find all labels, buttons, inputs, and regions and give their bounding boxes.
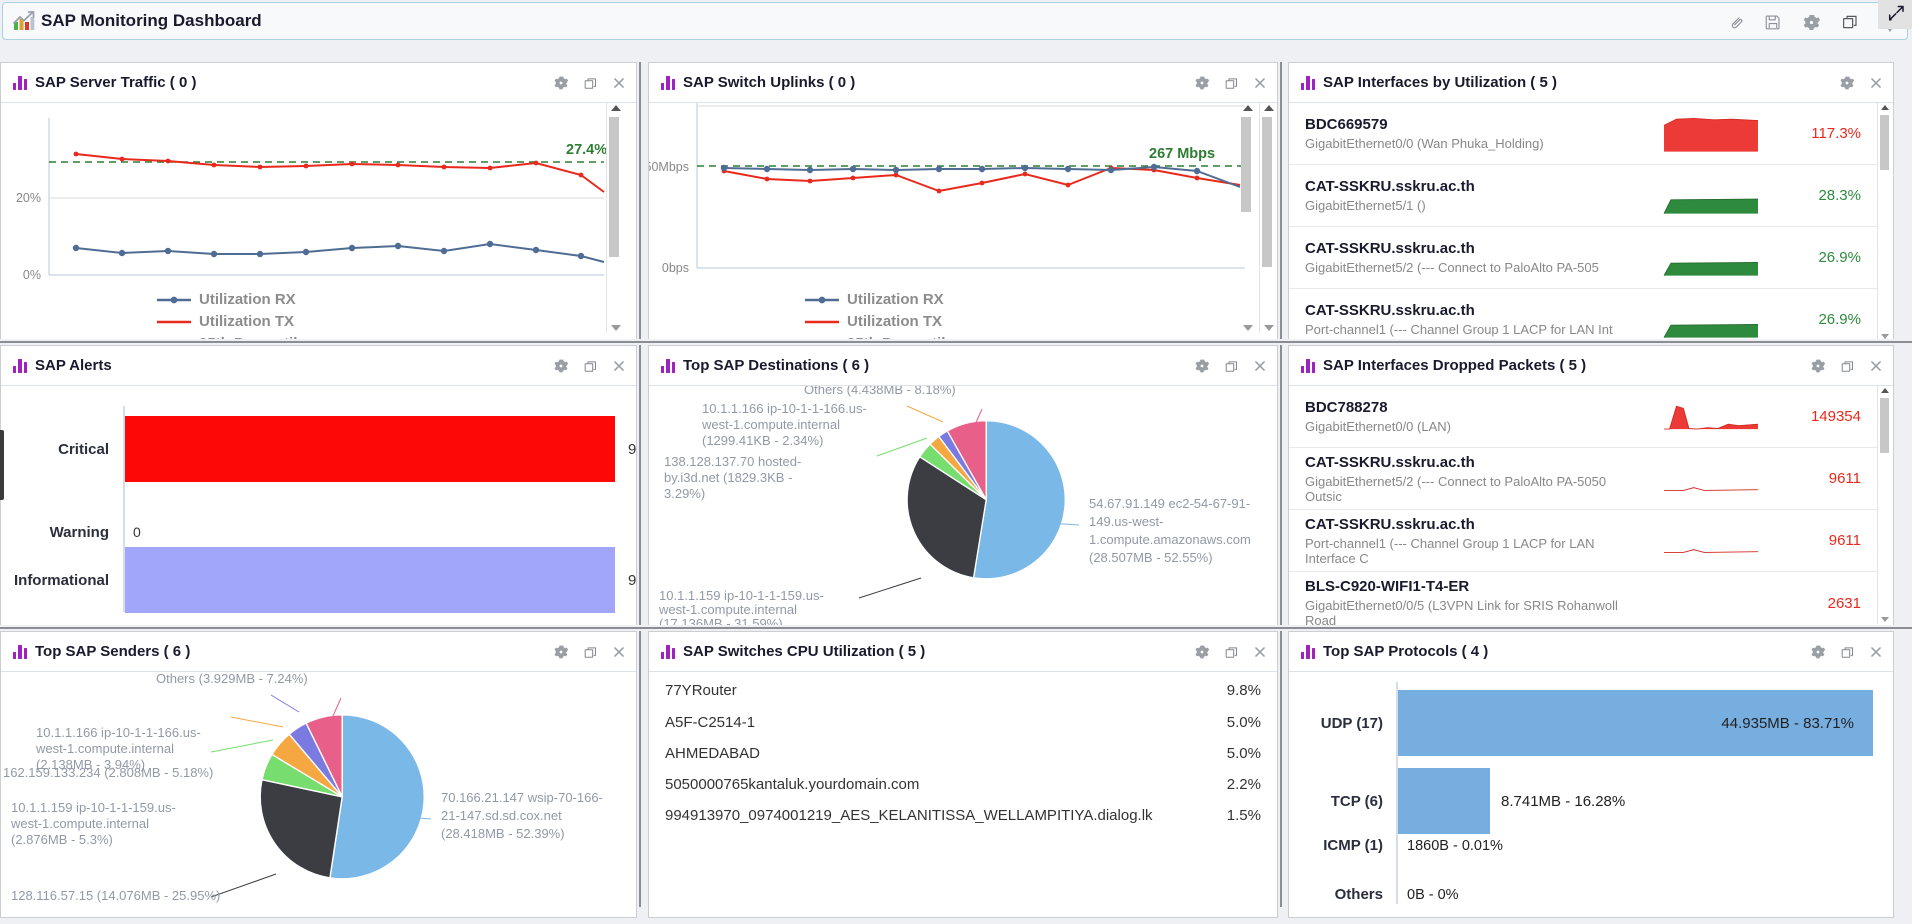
- svg-text:0%: 0%: [23, 268, 41, 282]
- svg-text:Informational: Informational: [14, 572, 109, 589]
- svg-text:20%: 20%: [16, 191, 41, 205]
- svg-text:10.1.1.166 ip-10-1-1-166.us-: 10.1.1.166 ip-10-1-1-166.us-: [702, 401, 867, 416]
- svg-text:0B - 0%: 0B - 0%: [1407, 887, 1459, 903]
- svg-text:Others (4.438MB - 8.18%): Others (4.438MB - 8.18%): [804, 386, 956, 397]
- svg-text:138.128.137.70 hosted-: 138.128.137.70 hosted-: [664, 454, 801, 469]
- svg-text:(28.418MB - 52.39%): (28.418MB - 52.39%): [441, 826, 565, 841]
- svg-text:267 Mbps: 267 Mbps: [1149, 146, 1215, 162]
- svg-text:(1299.41KB - 2.34%): (1299.41KB - 2.34%): [702, 433, 823, 448]
- svg-text:0: 0: [133, 524, 141, 540]
- svg-text:0bps: 0bps: [662, 261, 689, 275]
- svg-text:1.compute.amazonaws.com: 1.compute.amazonaws.com: [1089, 532, 1251, 547]
- svg-text:Others (3.929MB - 7.24%): Others (3.929MB - 7.24%): [156, 672, 308, 686]
- svg-text:3.29%): 3.29%): [664, 486, 705, 501]
- svg-text:8.741MB - 16.28%: 8.741MB - 16.28%: [1501, 793, 1625, 810]
- svg-text:9: 9: [628, 572, 636, 589]
- svg-text:44.935MB - 83.71%: 44.935MB - 83.71%: [1721, 715, 1854, 732]
- svg-text:west-1.compute.internal: west-1.compute.internal: [701, 417, 840, 432]
- svg-text:TCP (6): TCP (6): [1331, 793, 1383, 810]
- svg-text:250Mbps: 250Mbps: [649, 160, 689, 174]
- svg-text:west-1.compute.internal: west-1.compute.internal: [35, 741, 174, 756]
- svg-text:10.1.1.159 ip-10-1-1-159.us-: 10.1.1.159 ip-10-1-1-159.us-: [659, 588, 824, 603]
- svg-text:(2.138MB - 3.94%): (2.138MB - 3.94%): [36, 757, 145, 772]
- svg-text:1860B - 0.01%: 1860B - 0.01%: [1407, 838, 1503, 854]
- svg-text:west-1.compute.internal: west-1.compute.internal: [658, 602, 797, 617]
- svg-text:128.116.57.15 (14.076MB - 25.9: 128.116.57.15 (14.076MB - 25.95%): [11, 888, 220, 903]
- svg-text:Critical: Critical: [58, 441, 109, 458]
- svg-text:10.1.1.166 ip-10-1-1-166.us-: 10.1.1.166 ip-10-1-1-166.us-: [36, 725, 201, 740]
- svg-text:27.4%: 27.4%: [566, 142, 607, 158]
- svg-text:54.67.91.149 ec2-54-67-91-: 54.67.91.149 ec2-54-67-91-: [1089, 496, 1250, 511]
- svg-text:Warning: Warning: [50, 524, 109, 541]
- svg-text:by.i3d.net (1829.3KB -: by.i3d.net (1829.3KB -: [664, 470, 792, 485]
- svg-text:(2.876MB - 5.3%): (2.876MB - 5.3%): [11, 832, 113, 847]
- svg-text:west-1.compute.internal: west-1.compute.internal: [10, 816, 149, 831]
- svg-text:UDP (17): UDP (17): [1321, 715, 1383, 732]
- svg-text:9: 9: [628, 441, 636, 458]
- svg-text:149.us-west-: 149.us-west-: [1089, 514, 1163, 529]
- svg-text:21-147.sd.sd.cox.net: 21-147.sd.sd.cox.net: [441, 808, 562, 823]
- svg-text:10.1.1.159 ip-10-1-1-159.us-: 10.1.1.159 ip-10-1-1-159.us-: [11, 800, 176, 815]
- svg-text:70.166.21.147 wsip-70-166-: 70.166.21.147 wsip-70-166-: [441, 790, 603, 805]
- svg-text:ICMP (1): ICMP (1): [1323, 837, 1383, 854]
- svg-text:(28.507MB - 52.55%): (28.507MB - 52.55%): [1089, 550, 1213, 565]
- svg-text:Others: Others: [1335, 886, 1383, 903]
